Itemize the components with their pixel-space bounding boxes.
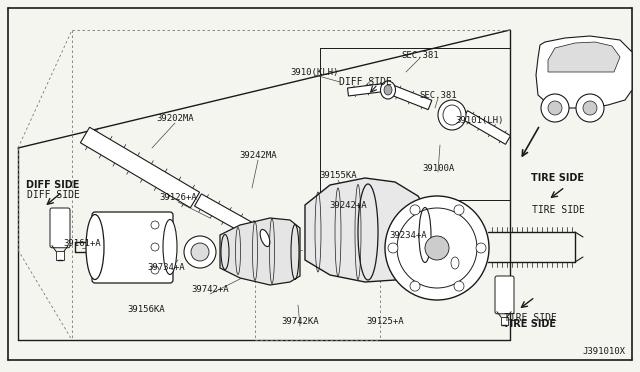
Text: 39742+A: 39742+A — [191, 285, 229, 295]
Polygon shape — [81, 127, 200, 208]
Circle shape — [385, 196, 489, 300]
Text: 39202MA: 39202MA — [156, 113, 194, 122]
Text: 39742KA: 39742KA — [281, 317, 319, 327]
Text: 39242MA: 39242MA — [239, 151, 277, 160]
Ellipse shape — [384, 85, 392, 95]
Text: 39155KA: 39155KA — [319, 170, 357, 180]
Text: 39125+A: 39125+A — [366, 317, 404, 327]
Circle shape — [184, 236, 216, 268]
Polygon shape — [220, 218, 300, 285]
Text: DIFF SIDE: DIFF SIDE — [339, 77, 392, 87]
Circle shape — [541, 94, 569, 122]
Circle shape — [454, 281, 464, 291]
Circle shape — [454, 205, 464, 215]
Polygon shape — [195, 194, 259, 238]
Text: 39101(LH): 39101(LH) — [456, 115, 504, 125]
Text: 39156KA: 39156KA — [127, 305, 165, 314]
Polygon shape — [305, 178, 430, 282]
Text: DIFF SIDE: DIFF SIDE — [26, 180, 80, 190]
Polygon shape — [536, 36, 632, 108]
Circle shape — [151, 266, 159, 274]
Circle shape — [410, 205, 420, 215]
Bar — [56, 251, 64, 260]
Ellipse shape — [438, 100, 466, 130]
Text: SEC.381: SEC.381 — [419, 90, 457, 99]
Circle shape — [191, 243, 209, 261]
Ellipse shape — [163, 219, 177, 275]
Text: 39234+A: 39234+A — [389, 231, 427, 240]
Circle shape — [576, 94, 604, 122]
FancyBboxPatch shape — [50, 208, 70, 248]
Text: TIRE SIDE: TIRE SIDE — [504, 313, 556, 323]
Polygon shape — [390, 85, 432, 110]
Circle shape — [425, 236, 449, 260]
Text: TIRE SIDE: TIRE SIDE — [531, 173, 584, 183]
Text: J391010X: J391010X — [582, 347, 625, 356]
Polygon shape — [348, 83, 388, 96]
Text: 39100A: 39100A — [422, 164, 454, 173]
Circle shape — [388, 243, 398, 253]
Ellipse shape — [451, 257, 459, 269]
Text: 39242+A: 39242+A — [329, 201, 367, 209]
Circle shape — [410, 281, 420, 291]
Circle shape — [151, 221, 159, 229]
Ellipse shape — [419, 208, 431, 263]
Text: TIRE SIDE: TIRE SIDE — [532, 205, 584, 215]
Ellipse shape — [86, 215, 104, 279]
Text: DIFF SIDE: DIFF SIDE — [27, 190, 79, 200]
Text: 39126+A: 39126+A — [159, 192, 197, 202]
Polygon shape — [463, 111, 511, 144]
Text: 39161+A: 39161+A — [63, 238, 101, 247]
Text: 3910(KLH): 3910(KLH) — [291, 67, 339, 77]
Ellipse shape — [260, 230, 270, 247]
Circle shape — [476, 243, 486, 253]
Circle shape — [583, 101, 597, 115]
Circle shape — [548, 101, 562, 115]
Text: TIRE SIDE: TIRE SIDE — [504, 319, 557, 329]
FancyBboxPatch shape — [92, 212, 173, 283]
FancyBboxPatch shape — [495, 276, 514, 314]
Text: 39734+A: 39734+A — [147, 263, 185, 273]
Text: SEC.381: SEC.381 — [401, 51, 439, 60]
Polygon shape — [548, 42, 620, 72]
Ellipse shape — [381, 81, 396, 99]
Circle shape — [151, 243, 159, 251]
Bar — [501, 317, 508, 325]
